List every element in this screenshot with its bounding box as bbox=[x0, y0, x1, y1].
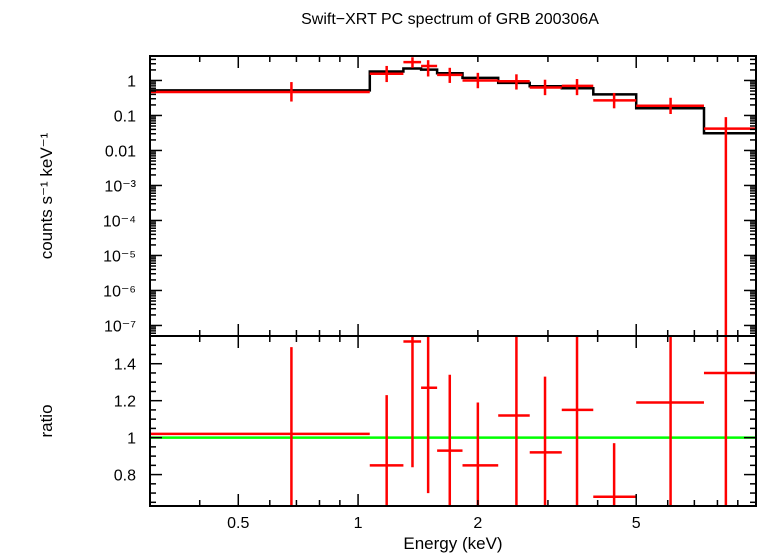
ratio-point-6 bbox=[462, 402, 499, 506]
y-tick-label: 10⁻⁷ bbox=[104, 318, 136, 335]
ratio-point-11 bbox=[636, 336, 704, 506]
spectrum-panel: 1 0.1 0.01 10⁻³ 10⁻⁴ 10⁻⁵ 10⁻⁶ 10⁻⁷ counts s⁻¹ … bbox=[37, 55, 757, 337]
ratio-panel: 0.8 1 1.2 1.4 0.5 1 2 5 ratio Energy (keV) bbox=[37, 335, 757, 553]
data-series bbox=[150, 57, 756, 336]
y-tick-label: 10⁻⁵ bbox=[103, 248, 136, 265]
spectrum-point-12 bbox=[703, 117, 756, 336]
spectrum-point-3 bbox=[403, 57, 422, 68]
spectrum-point-10 bbox=[593, 92, 637, 109]
spectrum-point-8 bbox=[529, 79, 562, 96]
spectrum-point-2 bbox=[369, 65, 404, 83]
spectrum-y-tick-labels: 1 0.1 0.01 10⁻³ 10⁻⁴ 10⁻⁵ 10⁻⁶ 10⁻⁷ bbox=[103, 73, 137, 335]
ratio-point-10 bbox=[593, 443, 637, 506]
ratio-point-9 bbox=[561, 336, 594, 506]
ratio-point-3 bbox=[403, 336, 422, 468]
spectrum-point-7 bbox=[498, 74, 530, 90]
spectrum-point-1 bbox=[150, 82, 370, 102]
y-tick-label: 0.1 bbox=[114, 108, 136, 125]
spectrum-point-11 bbox=[636, 97, 704, 115]
ratio-point-4 bbox=[421, 336, 438, 494]
ratio-point-5 bbox=[437, 374, 463, 506]
y-tick-label: 10⁻³ bbox=[104, 178, 136, 195]
ratio-y-tick-label: 0.8 bbox=[114, 468, 136, 485]
ratio-point-2 bbox=[369, 395, 404, 506]
x-tick-label: 5 bbox=[632, 515, 641, 532]
ratio-y-tick-label: 1.4 bbox=[114, 357, 136, 374]
y-tick-label: 0.01 bbox=[105, 143, 136, 160]
x-tick-label: 1 bbox=[354, 515, 363, 532]
ratio-point-1 bbox=[150, 347, 370, 506]
ratio-plot-frame bbox=[149, 335, 757, 507]
y-tick-label: 1 bbox=[127, 73, 136, 90]
y-tick-label: 10⁻⁴ bbox=[103, 213, 136, 230]
x-tick-label: 2 bbox=[473, 515, 482, 532]
ratio-point-12 bbox=[703, 336, 756, 506]
spectrum-point-9 bbox=[561, 79, 594, 96]
spectrum-point-6 bbox=[462, 72, 499, 89]
y-axis-label-counts: counts s⁻¹ keV⁻¹ bbox=[37, 132, 56, 259]
ratio-y-tick-labels: 0.8 1 1.2 1.4 bbox=[114, 357, 136, 485]
spectrum-point-4 bbox=[421, 60, 438, 77]
chart-title: Swift−XRT PC spectrum of GRB 200306A bbox=[301, 11, 599, 28]
ratio-point-8 bbox=[529, 376, 562, 506]
y-axis-label-ratio: ratio bbox=[37, 404, 56, 437]
ratio-y-tick-label: 1 bbox=[127, 431, 136, 448]
x-axis-label: Energy (keV) bbox=[403, 534, 502, 553]
x-tick-label: 0.5 bbox=[227, 515, 249, 532]
x-tick-labels: 0.5 1 2 5 bbox=[227, 515, 641, 532]
spectrum-point-5 bbox=[437, 67, 463, 83]
y-tick-label: 10⁻⁶ bbox=[103, 283, 136, 300]
ratio-data-series bbox=[150, 336, 756, 506]
ratio-point-7 bbox=[498, 336, 530, 506]
ratio-y-tick-label: 1.2 bbox=[114, 394, 136, 411]
